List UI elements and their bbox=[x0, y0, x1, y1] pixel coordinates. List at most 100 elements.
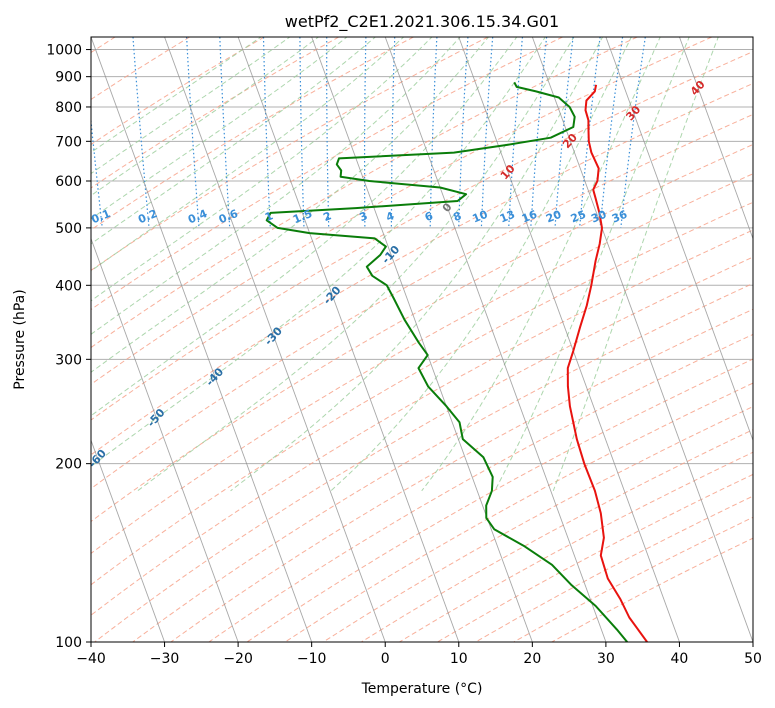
dry-adiabat-line bbox=[91, 82, 753, 456]
mixing-ratio-line bbox=[530, 37, 548, 228]
y-tick-label: 300 bbox=[55, 352, 82, 368]
y-tick-label: 500 bbox=[55, 221, 82, 237]
mixing-ratio-line bbox=[554, 37, 574, 228]
x-tick-label: −30 bbox=[150, 651, 180, 667]
isotherm-line bbox=[311, 37, 533, 642]
dry-adiabats bbox=[91, 37, 753, 642]
y-tick-label: 400 bbox=[55, 278, 82, 294]
dry-adiabat-line bbox=[322, 406, 753, 642]
moist-adiabat-line bbox=[91, 37, 461, 335]
isotherm-line bbox=[91, 438, 166, 642]
moist-adiabat-line bbox=[421, 37, 661, 492]
isotherm-line bbox=[237, 37, 460, 642]
dry-adiabat-line bbox=[284, 382, 753, 642]
plot-frame bbox=[90, 36, 754, 643]
pressure-grid bbox=[91, 49, 753, 642]
isotherms bbox=[91, 37, 753, 642]
mixing-ratio-line bbox=[132, 37, 150, 228]
y-tick-label: 100 bbox=[55, 635, 82, 651]
axes: −40 −30 −20 −10 0 10 20 30 40 5010020030040050060… bbox=[46, 43, 762, 667]
moist-adiabats bbox=[91, 37, 719, 492]
isotherm-label: -20 bbox=[321, 283, 344, 307]
dry-adiabat-line bbox=[94, 256, 753, 642]
isotherm-line bbox=[458, 37, 680, 642]
moist-adiabat-line bbox=[91, 37, 518, 417]
isotherm-line bbox=[91, 37, 313, 642]
dry-adiabat-line bbox=[91, 51, 753, 421]
moist-adiabat-line bbox=[494, 37, 690, 492]
x-axis-label: Temperature (°C) bbox=[361, 681, 483, 697]
isotherm-label: 40 bbox=[688, 78, 708, 98]
isotherm-line bbox=[384, 37, 607, 642]
mixing-ratio-line bbox=[364, 37, 367, 228]
mixing-ratio-label: 2 bbox=[321, 209, 333, 224]
dry-adiabat-line bbox=[91, 229, 753, 616]
mixing-ratio-label: 13 bbox=[498, 208, 517, 226]
mixing-ratio-label: 10 bbox=[471, 208, 490, 226]
dry-adiabat-line bbox=[91, 37, 713, 385]
isotherm-line bbox=[605, 37, 753, 442]
x-tick-label: −20 bbox=[223, 651, 253, 667]
dry-adiabat-line bbox=[91, 37, 340, 189]
x-tick-label: 50 bbox=[744, 651, 762, 667]
mixing-ratio-line bbox=[390, 37, 396, 228]
isotherm-label: -10 bbox=[379, 243, 402, 267]
mixing-ratio-line bbox=[326, 37, 330, 228]
dry-adiabat-line bbox=[91, 37, 489, 272]
mixing-ratio-label: 0.1 bbox=[89, 207, 112, 226]
moist-adiabat-line bbox=[91, 37, 490, 373]
isotherm-line bbox=[531, 37, 753, 642]
mixing-ratio-line bbox=[299, 37, 305, 228]
x-tick-label: 0 bbox=[381, 651, 390, 667]
dry-adiabat-line bbox=[91, 113, 753, 490]
plot-area: -100-90-80-70-60-50-40-30-20-10010203040… bbox=[27, 37, 753, 642]
mixing-ratio-label: 0.4 bbox=[186, 207, 209, 226]
y-tick-label: 600 bbox=[55, 174, 82, 190]
y-tick-label: 1000 bbox=[46, 43, 82, 59]
moist-adiabat-line bbox=[91, 37, 291, 175]
dry-adiabat-line bbox=[246, 358, 753, 642]
moist-adiabat-line bbox=[91, 37, 348, 220]
mixing-ratio-label: 6 bbox=[423, 209, 435, 224]
moist-adiabat-line bbox=[91, 37, 405, 272]
x-tick-label: −10 bbox=[297, 651, 327, 667]
moist-adiabat-line bbox=[552, 37, 719, 491]
mixing-ratio-line bbox=[599, 37, 624, 228]
mixing-ratio-label: 30 bbox=[589, 208, 608, 226]
x-tick-label: −40 bbox=[76, 651, 106, 667]
moist-adiabat-line bbox=[91, 37, 262, 154]
y-tick-label: 700 bbox=[55, 134, 82, 150]
x-tick-label: 30 bbox=[597, 651, 615, 667]
dry-adiabat-line bbox=[208, 333, 753, 642]
isotherm-label: -60 bbox=[86, 447, 109, 471]
isotherm-label: -70 bbox=[27, 488, 50, 512]
isotherm-label: 10 bbox=[498, 162, 518, 182]
y-tick-label: 900 bbox=[55, 70, 82, 86]
mixing-ratio-label: 0.2 bbox=[136, 207, 159, 226]
dry-adiabat-line bbox=[91, 37, 414, 231]
mixing-ratio-label: 20 bbox=[544, 208, 563, 226]
mixing-ratio-label: 4 bbox=[384, 209, 396, 224]
mixing-ratio-line bbox=[480, 37, 494, 228]
isotherm-label: 30 bbox=[623, 103, 643, 123]
moist-adiabat-line bbox=[91, 37, 377, 245]
dry-adiabat-line bbox=[513, 516, 753, 642]
mixing-ratio-label: 16 bbox=[520, 208, 539, 226]
isotherm-line bbox=[679, 37, 753, 240]
dry-adiabat-line bbox=[91, 143, 753, 523]
dry-adiabat-line bbox=[91, 201, 753, 586]
y-axis-label: Pressure (hPa) bbox=[12, 289, 28, 389]
x-tick-label: 20 bbox=[523, 651, 541, 667]
dewpoint-profile-line bbox=[265, 81, 628, 642]
mixing-ratio-line bbox=[579, 37, 601, 228]
x-tick-label: 40 bbox=[671, 651, 689, 667]
temperature-profile-line bbox=[566, 84, 648, 642]
isotherm-line bbox=[91, 237, 239, 642]
isotherm-label: -40 bbox=[203, 365, 226, 389]
mixing-ratio-line bbox=[620, 37, 646, 228]
dry-adiabat-line bbox=[399, 451, 753, 642]
mixing-ratio-line bbox=[91, 115, 103, 228]
dry-adiabat-line bbox=[91, 173, 753, 555]
moist-adiabat-line bbox=[137, 37, 575, 492]
mixing-ratio-label: 36 bbox=[610, 208, 629, 226]
